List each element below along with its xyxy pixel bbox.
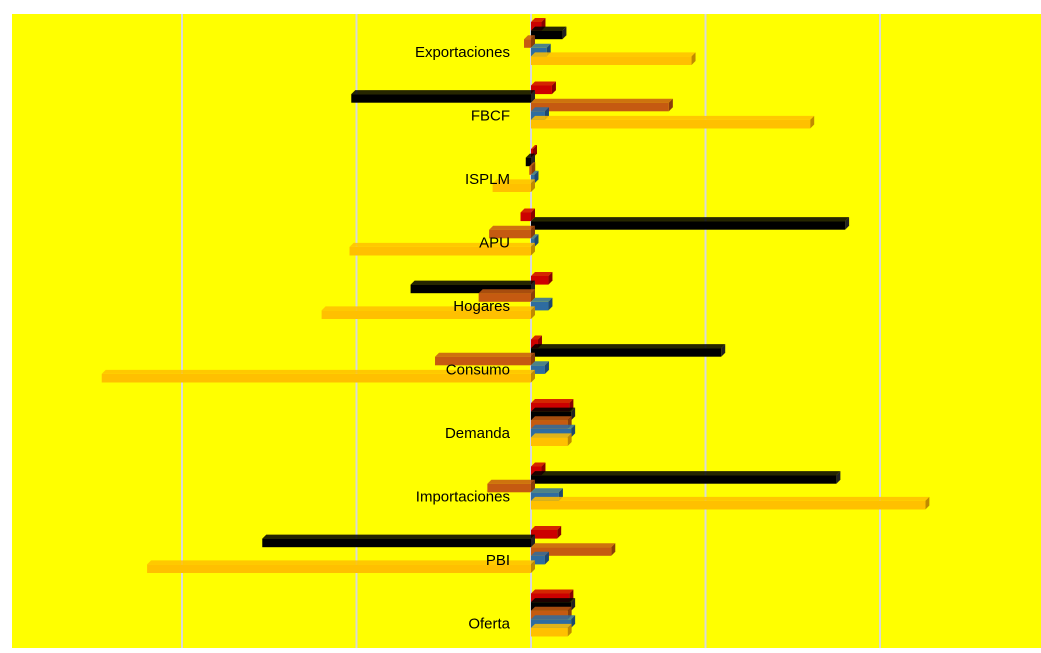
category-label: Hogares (453, 298, 510, 315)
bar-pbi-s1 (531, 526, 562, 539)
bar-pbi-s3 (531, 543, 616, 556)
bar-exportaciones-s5 (531, 52, 696, 65)
category-label: APU (479, 235, 510, 252)
bar-demanda-s5 (531, 433, 572, 446)
bar-importaciones-s5 (531, 496, 930, 510)
bar-isplm-s4 (531, 170, 539, 184)
bar-fbcf-s5 (531, 115, 815, 129)
bar-apu-s5 (349, 242, 535, 256)
category-label: ISPLM (465, 171, 510, 188)
plot-area (12, 14, 1041, 648)
bar-demanda-s3 (531, 416, 572, 429)
bar-importaciones-s2 (531, 471, 841, 484)
bar-hogares-s3 (478, 289, 535, 302)
bar-exportaciones-s3 (524, 35, 535, 48)
bar-importaciones-s3 (487, 479, 535, 493)
bar-oferta-s4 (531, 615, 576, 628)
bar-oferta-s5 (531, 623, 572, 637)
bar-apu-s3 (489, 225, 535, 239)
bar-consumo-s4 (531, 361, 549, 374)
bar-oferta-s2 (531, 598, 576, 611)
bar-apu-s1 (520, 208, 535, 222)
bar-consumo-s2 (531, 344, 726, 357)
category-label: Exportaciones (415, 44, 510, 61)
category-label: Demanda (445, 425, 511, 442)
bar-isplm-s5 (492, 179, 535, 192)
bars (101, 18, 930, 637)
category-label: Importaciones (416, 489, 510, 506)
bar-exportaciones-s2 (531, 26, 567, 40)
bar-pbi-s2 (262, 534, 535, 548)
bar-fbcf-s1 (531, 81, 556, 95)
bar-consumo-s5 (101, 369, 535, 383)
bar-hogares-s4 (531, 297, 553, 311)
bar-pbi-s5 (147, 560, 535, 573)
bar-fbcf-s2 (351, 90, 535, 103)
bar-hogares-s5 (321, 306, 535, 319)
bar-fbcf-s3 (531, 98, 673, 112)
bar-apu-s2 (531, 217, 850, 230)
bar-demanda-s2 (531, 407, 576, 421)
category-labels: Exportaciones FBCF ISPLM APU Hogares Consumo D… (415, 44, 511, 633)
bar-pbi-s4 (531, 551, 549, 565)
bar-consumo-s3 (435, 352, 535, 366)
category-label: Consumo (446, 362, 510, 379)
category-label: FBCF (471, 108, 510, 125)
bar-demanda-s4 (531, 424, 576, 438)
category-label: PBI (486, 552, 510, 569)
bar-apu-s4 (531, 234, 539, 247)
category-label: Oferta (468, 616, 510, 633)
bar-hogares-s1 (531, 272, 553, 285)
